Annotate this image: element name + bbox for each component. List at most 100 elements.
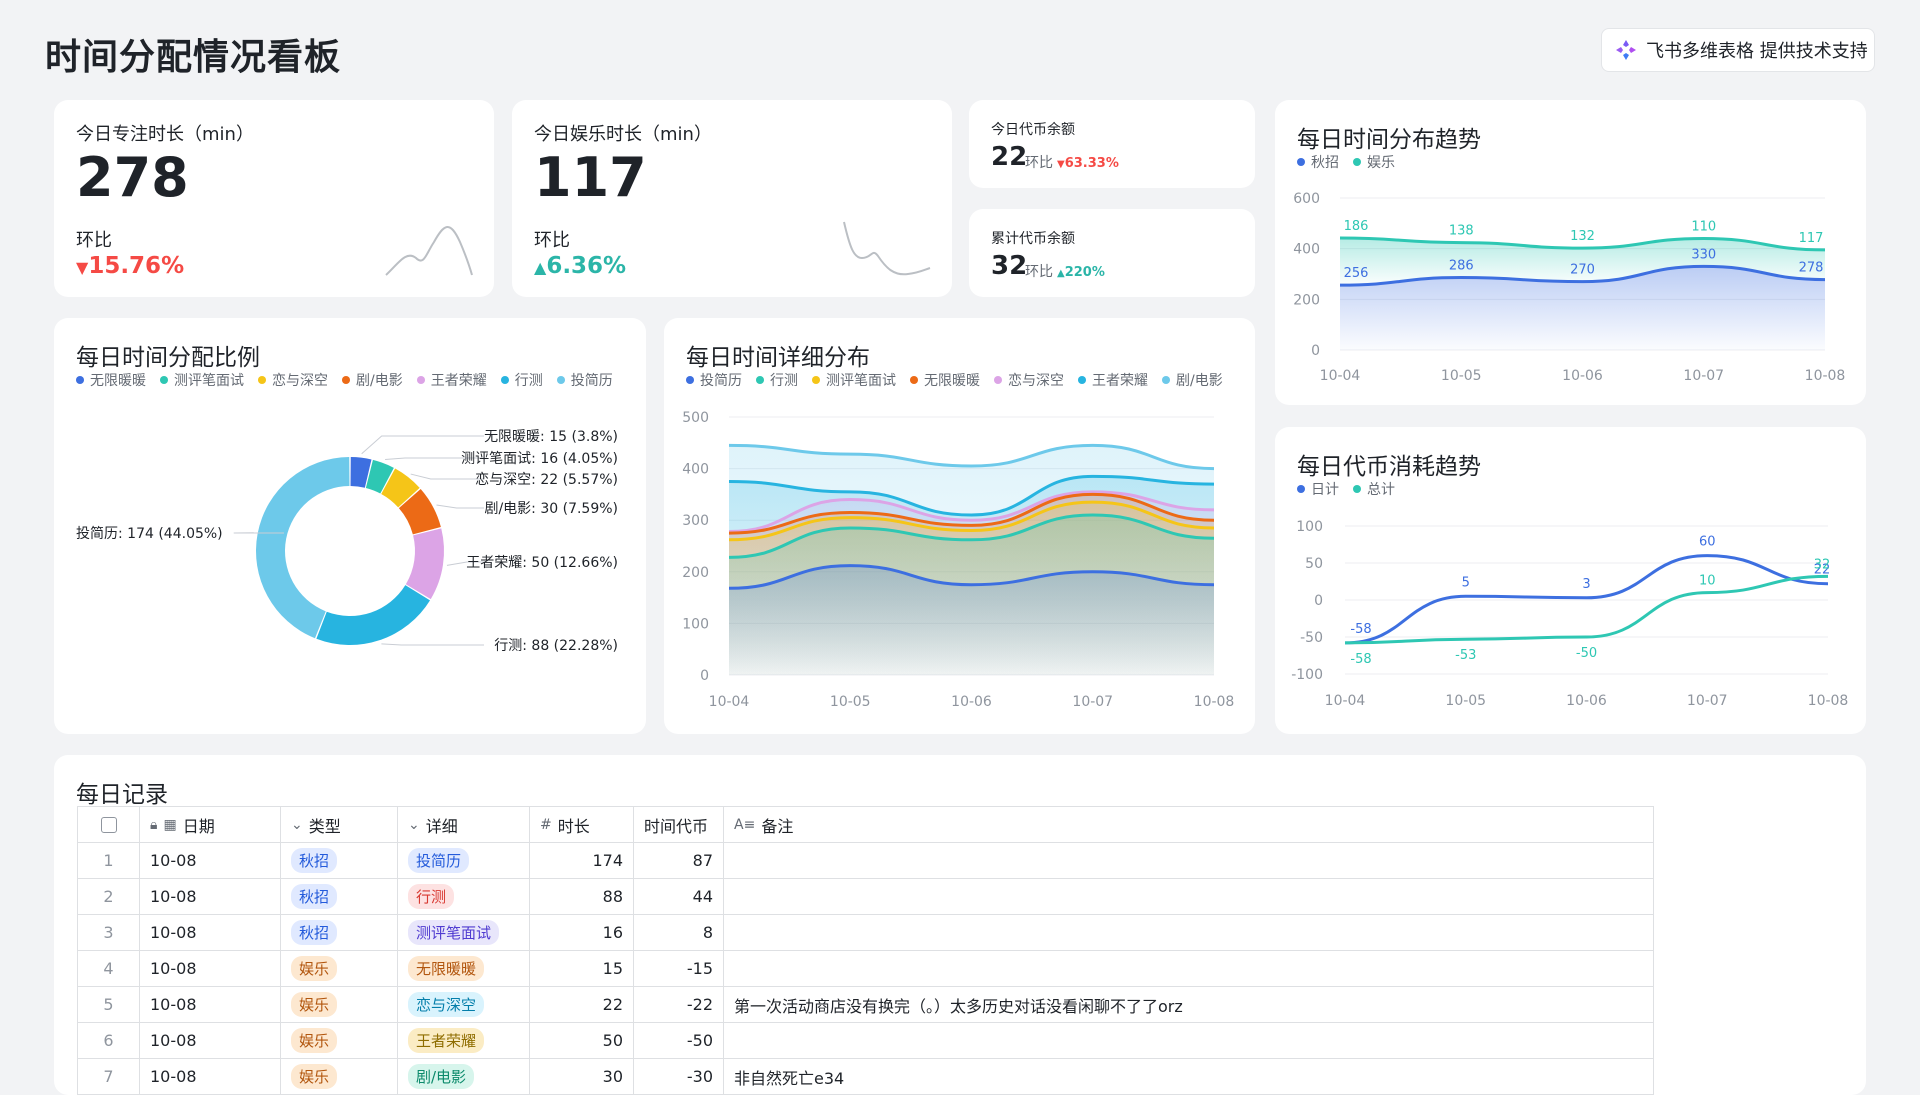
cell-coin[interactable]: 87 xyxy=(634,843,724,878)
cell-date[interactable]: 10-08 xyxy=(140,915,281,950)
cell-note[interactable] xyxy=(724,915,1653,950)
cell-duration[interactable]: 22 xyxy=(530,987,634,1022)
cell-detail[interactable]: 无限暖暖 xyxy=(398,951,530,986)
cell-detail[interactable]: 测评笔面试 xyxy=(398,915,530,950)
cell-date[interactable]: 10-08 xyxy=(140,951,281,986)
cell-duration[interactable]: 174 xyxy=(530,843,634,878)
cell-duration[interactable]: 16 xyxy=(530,915,634,950)
brand-badge[interactable]: 飞书多维表格 提供技术支持 xyxy=(1601,28,1875,72)
data-label: 132 xyxy=(1570,229,1595,244)
cell-coin[interactable]: -50 xyxy=(634,1023,724,1058)
cell-coin[interactable]: -15 xyxy=(634,951,724,986)
kpi-value: 32 xyxy=(991,251,1027,281)
cell-type[interactable]: 娱乐 xyxy=(281,1023,398,1058)
cell-date[interactable]: 10-08 xyxy=(140,1059,281,1094)
pie-label: 行测: 88 (22.28%) xyxy=(494,638,618,654)
cell-coin[interactable]: 8 xyxy=(634,915,724,950)
pie-leader-line xyxy=(381,644,484,645)
down-arrow-icon: ▼ xyxy=(76,258,88,277)
y-tick-label: 0 xyxy=(1311,343,1320,359)
cell-date[interactable]: 10-08 xyxy=(140,879,281,914)
cell-detail[interactable]: 王者荣耀 xyxy=(398,1023,530,1058)
kpi-card-coin-total: 累计代币余额 32 环比▲220% xyxy=(969,209,1255,297)
column-header-coin[interactable]: 时间代币 xyxy=(634,807,724,842)
cell-type[interactable]: 娱乐 xyxy=(281,1059,398,1094)
x-tick-label: 10-07 xyxy=(1072,694,1113,710)
cell-duration[interactable]: 30 xyxy=(530,1059,634,1094)
detail-tag: 投简历 xyxy=(408,848,469,873)
type-tag: 秋招 xyxy=(291,920,337,945)
feishu-logo-icon xyxy=(1614,38,1638,62)
column-header-duration[interactable]: #时长 xyxy=(530,807,634,842)
cell-note[interactable]: 非自然死亡e34 xyxy=(724,1059,1653,1094)
kpi-label: 今日专注时长（min） xyxy=(76,120,254,146)
cell-note[interactable] xyxy=(724,879,1653,914)
row-number: 5 xyxy=(78,987,140,1022)
data-label: 278 xyxy=(1799,261,1824,276)
column-header-type[interactable]: ⌄类型 xyxy=(281,807,398,842)
cell-date[interactable]: 10-08 xyxy=(140,987,281,1022)
cell-date[interactable]: 10-08 xyxy=(140,1023,281,1058)
data-label: -58 xyxy=(1350,622,1371,637)
cell-note[interactable]: 第一次活动商店没有换完（。）太多历史对话没看闲聊不了了orz xyxy=(724,987,1653,1022)
pie-label: 投简历: 174 (44.05%) xyxy=(76,525,223,542)
detail-tag: 剧/电影 xyxy=(408,1064,474,1089)
cell-detail[interactable]: 投简历 xyxy=(398,843,530,878)
y-tick-label: 300 xyxy=(682,513,709,529)
cell-note[interactable] xyxy=(724,843,1653,878)
cell-coin[interactable]: 44 xyxy=(634,879,724,914)
x-tick-label: 10-05 xyxy=(1445,693,1486,709)
cell-duration[interactable]: 88 xyxy=(530,879,634,914)
x-tick-label: 10-05 xyxy=(830,694,871,710)
type-tag: 娱乐 xyxy=(291,992,337,1017)
cell-detail[interactable]: 恋与深空 xyxy=(398,987,530,1022)
y-tick-label: 100 xyxy=(1296,519,1323,535)
cell-coin[interactable]: -22 xyxy=(634,987,724,1022)
data-label: 286 xyxy=(1449,259,1474,274)
chart-card-ratio: 每日时间分配比例 无限暖暖测评笔面试恋与深空剧/电影王者荣耀行测投简历 无限暖暖… xyxy=(54,318,646,734)
ratio-pie-chart: 无限暖暖: 15 (3.8%)测评笔面试: 16 (4.05%)恋与深空: 22… xyxy=(54,318,646,734)
cell-type[interactable]: 娱乐 xyxy=(281,951,398,986)
cell-type[interactable]: 娱乐 xyxy=(281,987,398,1022)
kpi-label: 今日娱乐时长（min） xyxy=(534,120,712,146)
pie-label: 恋与深空: 22 (5.57%) xyxy=(475,471,618,488)
detail-tag: 无限暖暖 xyxy=(408,956,484,981)
cell-coin[interactable]: -30 xyxy=(634,1059,724,1094)
kpi-value: 117 xyxy=(534,151,647,205)
pie-leader-line xyxy=(411,474,484,479)
column-header-note[interactable]: A≡备注 xyxy=(724,807,1653,842)
cell-duration[interactable]: 50 xyxy=(530,1023,634,1058)
cell-type[interactable]: 秋招 xyxy=(281,879,398,914)
cell-detail[interactable]: 剧/电影 xyxy=(398,1059,530,1094)
data-label: 117 xyxy=(1799,231,1824,246)
y-tick-label: 500 xyxy=(682,410,709,426)
cell-duration[interactable]: 15 xyxy=(530,951,634,986)
y-tick-label: -100 xyxy=(1291,667,1323,683)
cell-note[interactable] xyxy=(724,1023,1653,1058)
select-all-checkbox[interactable] xyxy=(78,807,140,842)
cell-date[interactable]: 10-08 xyxy=(140,843,281,878)
lock-icon: 🔒︎ xyxy=(150,817,157,833)
row-number: 2 xyxy=(78,879,140,914)
cell-type[interactable]: 秋招 xyxy=(281,915,398,950)
column-header-detail[interactable]: ⌄详细 xyxy=(398,807,530,842)
data-label: -58 xyxy=(1350,652,1371,667)
cell-detail[interactable]: 行测 xyxy=(398,879,530,914)
cell-type[interactable]: 秋招 xyxy=(281,843,398,878)
column-header-date[interactable]: 🔒︎▦日期 xyxy=(140,807,281,842)
kpi-delta: ▲6.36% xyxy=(534,253,626,279)
cell-note[interactable] xyxy=(724,951,1653,986)
detail-tag: 行测 xyxy=(408,884,454,909)
y-tick-label: 400 xyxy=(682,462,709,478)
kpi-compare: 环比▼63.33% xyxy=(1025,152,1119,172)
